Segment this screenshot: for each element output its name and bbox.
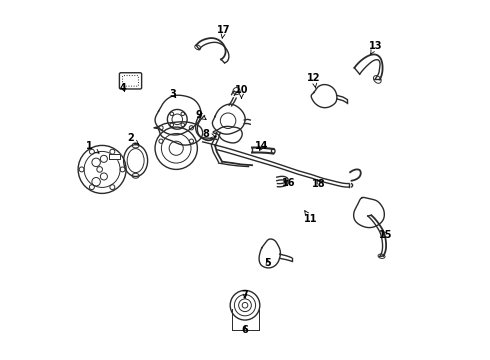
Text: 17: 17 bbox=[217, 25, 231, 38]
Text: 16: 16 bbox=[282, 178, 296, 188]
Text: 11: 11 bbox=[303, 211, 317, 224]
Text: 15: 15 bbox=[379, 230, 393, 240]
Text: 12: 12 bbox=[307, 73, 320, 88]
Text: 6: 6 bbox=[242, 325, 248, 335]
Text: 13: 13 bbox=[369, 41, 382, 54]
Text: 7: 7 bbox=[242, 290, 248, 300]
Text: 10: 10 bbox=[235, 85, 248, 98]
Text: 3: 3 bbox=[170, 89, 176, 99]
Text: 8: 8 bbox=[203, 129, 215, 139]
Polygon shape bbox=[109, 154, 120, 159]
Text: 14: 14 bbox=[255, 141, 269, 152]
Text: 9: 9 bbox=[196, 110, 206, 120]
Text: 5: 5 bbox=[265, 258, 271, 268]
Text: 18: 18 bbox=[312, 179, 326, 189]
Text: 1: 1 bbox=[86, 141, 99, 153]
Text: 4: 4 bbox=[120, 83, 126, 93]
Text: 2: 2 bbox=[127, 133, 139, 144]
